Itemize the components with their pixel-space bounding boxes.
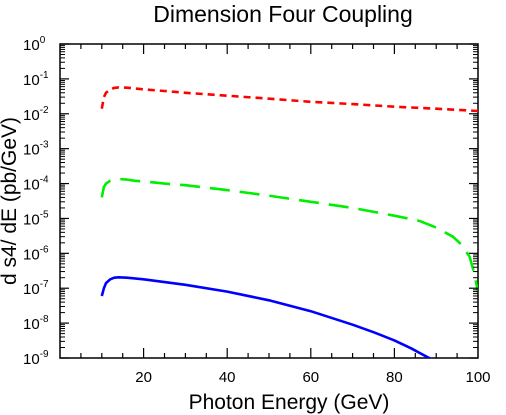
y-tick-label: 100 xyxy=(23,35,46,54)
y-tick-label: 10-4 xyxy=(23,175,49,194)
series-line-3 xyxy=(100,276,433,358)
y-tick-label: 10-9 xyxy=(23,349,49,368)
x-tick-label: 80 xyxy=(386,369,403,386)
y-tick-labels: 100 10-1 10-2 10-3 10-4 10-5 10-6 10-7 10-8 10-9 xyxy=(23,35,49,368)
y-tick-label: 10-2 xyxy=(23,105,49,124)
plot-frame xyxy=(59,43,479,359)
chart-title: Dimension Four Coupling xyxy=(153,1,413,27)
y-tick-label: 10-8 xyxy=(23,314,49,333)
series-line-2 xyxy=(100,177,478,292)
x-axis-label: Photon Energy (GeV) xyxy=(189,391,390,414)
x-tick-label: 60 xyxy=(302,369,319,386)
y-axis-label: d s4/ dE (pb/GeV) xyxy=(0,117,21,285)
x-tick-label: 100 xyxy=(465,369,490,386)
tick-layer xyxy=(60,43,478,359)
y-tick-label: 10-5 xyxy=(23,209,49,228)
series-line-1 xyxy=(100,86,478,113)
x-tick-labels: 20 40 60 80 100 xyxy=(135,369,490,386)
y-tick-label: 10-1 xyxy=(23,70,49,89)
series-layer xyxy=(100,86,478,358)
y-tick-label: 10-3 xyxy=(23,140,49,159)
y-tick-label: 10-7 xyxy=(23,279,49,298)
x-tick-label: 40 xyxy=(219,369,236,386)
x-tick-label: 20 xyxy=(135,369,152,386)
y-tick-label: 10-6 xyxy=(23,244,49,263)
